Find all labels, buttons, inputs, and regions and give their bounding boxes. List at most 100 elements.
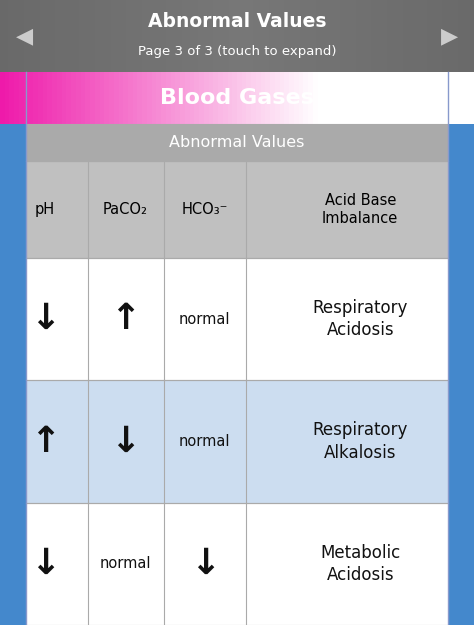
Bar bbox=[26, 381, 448, 503]
Text: ↓: ↓ bbox=[110, 424, 141, 459]
Bar bbox=[9, 72, 15, 124]
Bar bbox=[43, 72, 48, 124]
Bar bbox=[356, 0, 364, 72]
Bar bbox=[52, 72, 57, 124]
Bar bbox=[150, 0, 158, 72]
Bar bbox=[294, 72, 299, 124]
Bar bbox=[251, 72, 256, 124]
Text: Abnormal Values: Abnormal Values bbox=[148, 12, 326, 31]
Bar bbox=[134, 0, 142, 72]
Bar bbox=[152, 72, 157, 124]
Text: ↑: ↑ bbox=[110, 302, 141, 336]
Bar bbox=[5, 72, 10, 124]
Bar bbox=[337, 72, 342, 124]
Bar bbox=[194, 72, 200, 124]
Text: Blood Gases: Blood Gases bbox=[160, 88, 314, 108]
Bar bbox=[365, 72, 370, 124]
Bar bbox=[158, 0, 166, 72]
Bar bbox=[292, 0, 300, 72]
Bar bbox=[269, 0, 276, 72]
Bar bbox=[14, 72, 19, 124]
Bar bbox=[364, 0, 371, 72]
Bar bbox=[412, 72, 418, 124]
Bar bbox=[332, 0, 340, 72]
Bar bbox=[242, 72, 247, 124]
Bar bbox=[228, 72, 233, 124]
Bar bbox=[221, 0, 229, 72]
Bar bbox=[245, 0, 253, 72]
Bar bbox=[436, 72, 441, 124]
Bar bbox=[103, 0, 110, 72]
Bar bbox=[229, 0, 237, 72]
Bar bbox=[303, 72, 309, 124]
Bar bbox=[324, 0, 332, 72]
Bar bbox=[110, 0, 118, 72]
Bar bbox=[441, 72, 446, 124]
Bar bbox=[237, 72, 242, 124]
Bar bbox=[289, 72, 294, 124]
Bar bbox=[109, 72, 114, 124]
Bar bbox=[387, 0, 395, 72]
Bar bbox=[393, 72, 399, 124]
Bar bbox=[137, 72, 143, 124]
Bar bbox=[403, 0, 411, 72]
Bar bbox=[100, 72, 105, 124]
Bar bbox=[313, 72, 318, 124]
Bar bbox=[340, 0, 347, 72]
Text: ↓: ↓ bbox=[190, 547, 220, 581]
Bar bbox=[24, 72, 29, 124]
Bar bbox=[16, 0, 24, 72]
Bar bbox=[32, 0, 39, 72]
Bar bbox=[427, 0, 435, 72]
Bar bbox=[256, 72, 261, 124]
Bar bbox=[63, 0, 71, 72]
Bar bbox=[223, 72, 228, 124]
Bar bbox=[81, 72, 86, 124]
Bar bbox=[270, 72, 275, 124]
Bar bbox=[448, 0, 474, 625]
Bar bbox=[199, 72, 204, 124]
Bar bbox=[8, 0, 16, 72]
Bar bbox=[395, 0, 403, 72]
Bar bbox=[95, 0, 103, 72]
Bar bbox=[90, 72, 95, 124]
Bar bbox=[253, 0, 261, 72]
Bar bbox=[346, 72, 351, 124]
Text: Abnormal Values: Abnormal Values bbox=[169, 135, 305, 150]
Bar bbox=[284, 72, 290, 124]
Bar bbox=[0, 0, 8, 72]
Bar bbox=[204, 72, 209, 124]
Text: Respiratory
Acidosis: Respiratory Acidosis bbox=[312, 299, 408, 339]
Bar bbox=[71, 72, 76, 124]
Bar bbox=[237, 0, 245, 72]
Bar bbox=[127, 0, 134, 72]
Bar bbox=[26, 124, 448, 161]
Bar bbox=[26, 503, 448, 625]
Bar bbox=[284, 0, 292, 72]
Bar bbox=[246, 72, 252, 124]
Bar bbox=[190, 72, 195, 124]
Bar bbox=[379, 0, 387, 72]
Bar bbox=[95, 72, 100, 124]
Bar bbox=[118, 72, 124, 124]
Bar bbox=[384, 72, 389, 124]
Bar bbox=[455, 72, 460, 124]
Text: normal: normal bbox=[100, 556, 151, 571]
Bar bbox=[370, 72, 375, 124]
Bar bbox=[104, 72, 109, 124]
Bar bbox=[460, 72, 465, 124]
Bar bbox=[161, 72, 166, 124]
Text: Metabolic
Acidosis: Metabolic Acidosis bbox=[320, 544, 401, 584]
Bar bbox=[356, 72, 361, 124]
Text: normal: normal bbox=[179, 312, 230, 327]
Bar bbox=[261, 0, 269, 72]
Bar bbox=[450, 0, 458, 72]
Bar bbox=[347, 0, 356, 72]
Bar bbox=[403, 72, 408, 124]
Bar bbox=[422, 72, 427, 124]
Bar bbox=[442, 0, 450, 72]
Bar bbox=[180, 72, 185, 124]
Bar bbox=[446, 72, 451, 124]
Bar bbox=[318, 72, 323, 124]
Bar bbox=[265, 72, 271, 124]
